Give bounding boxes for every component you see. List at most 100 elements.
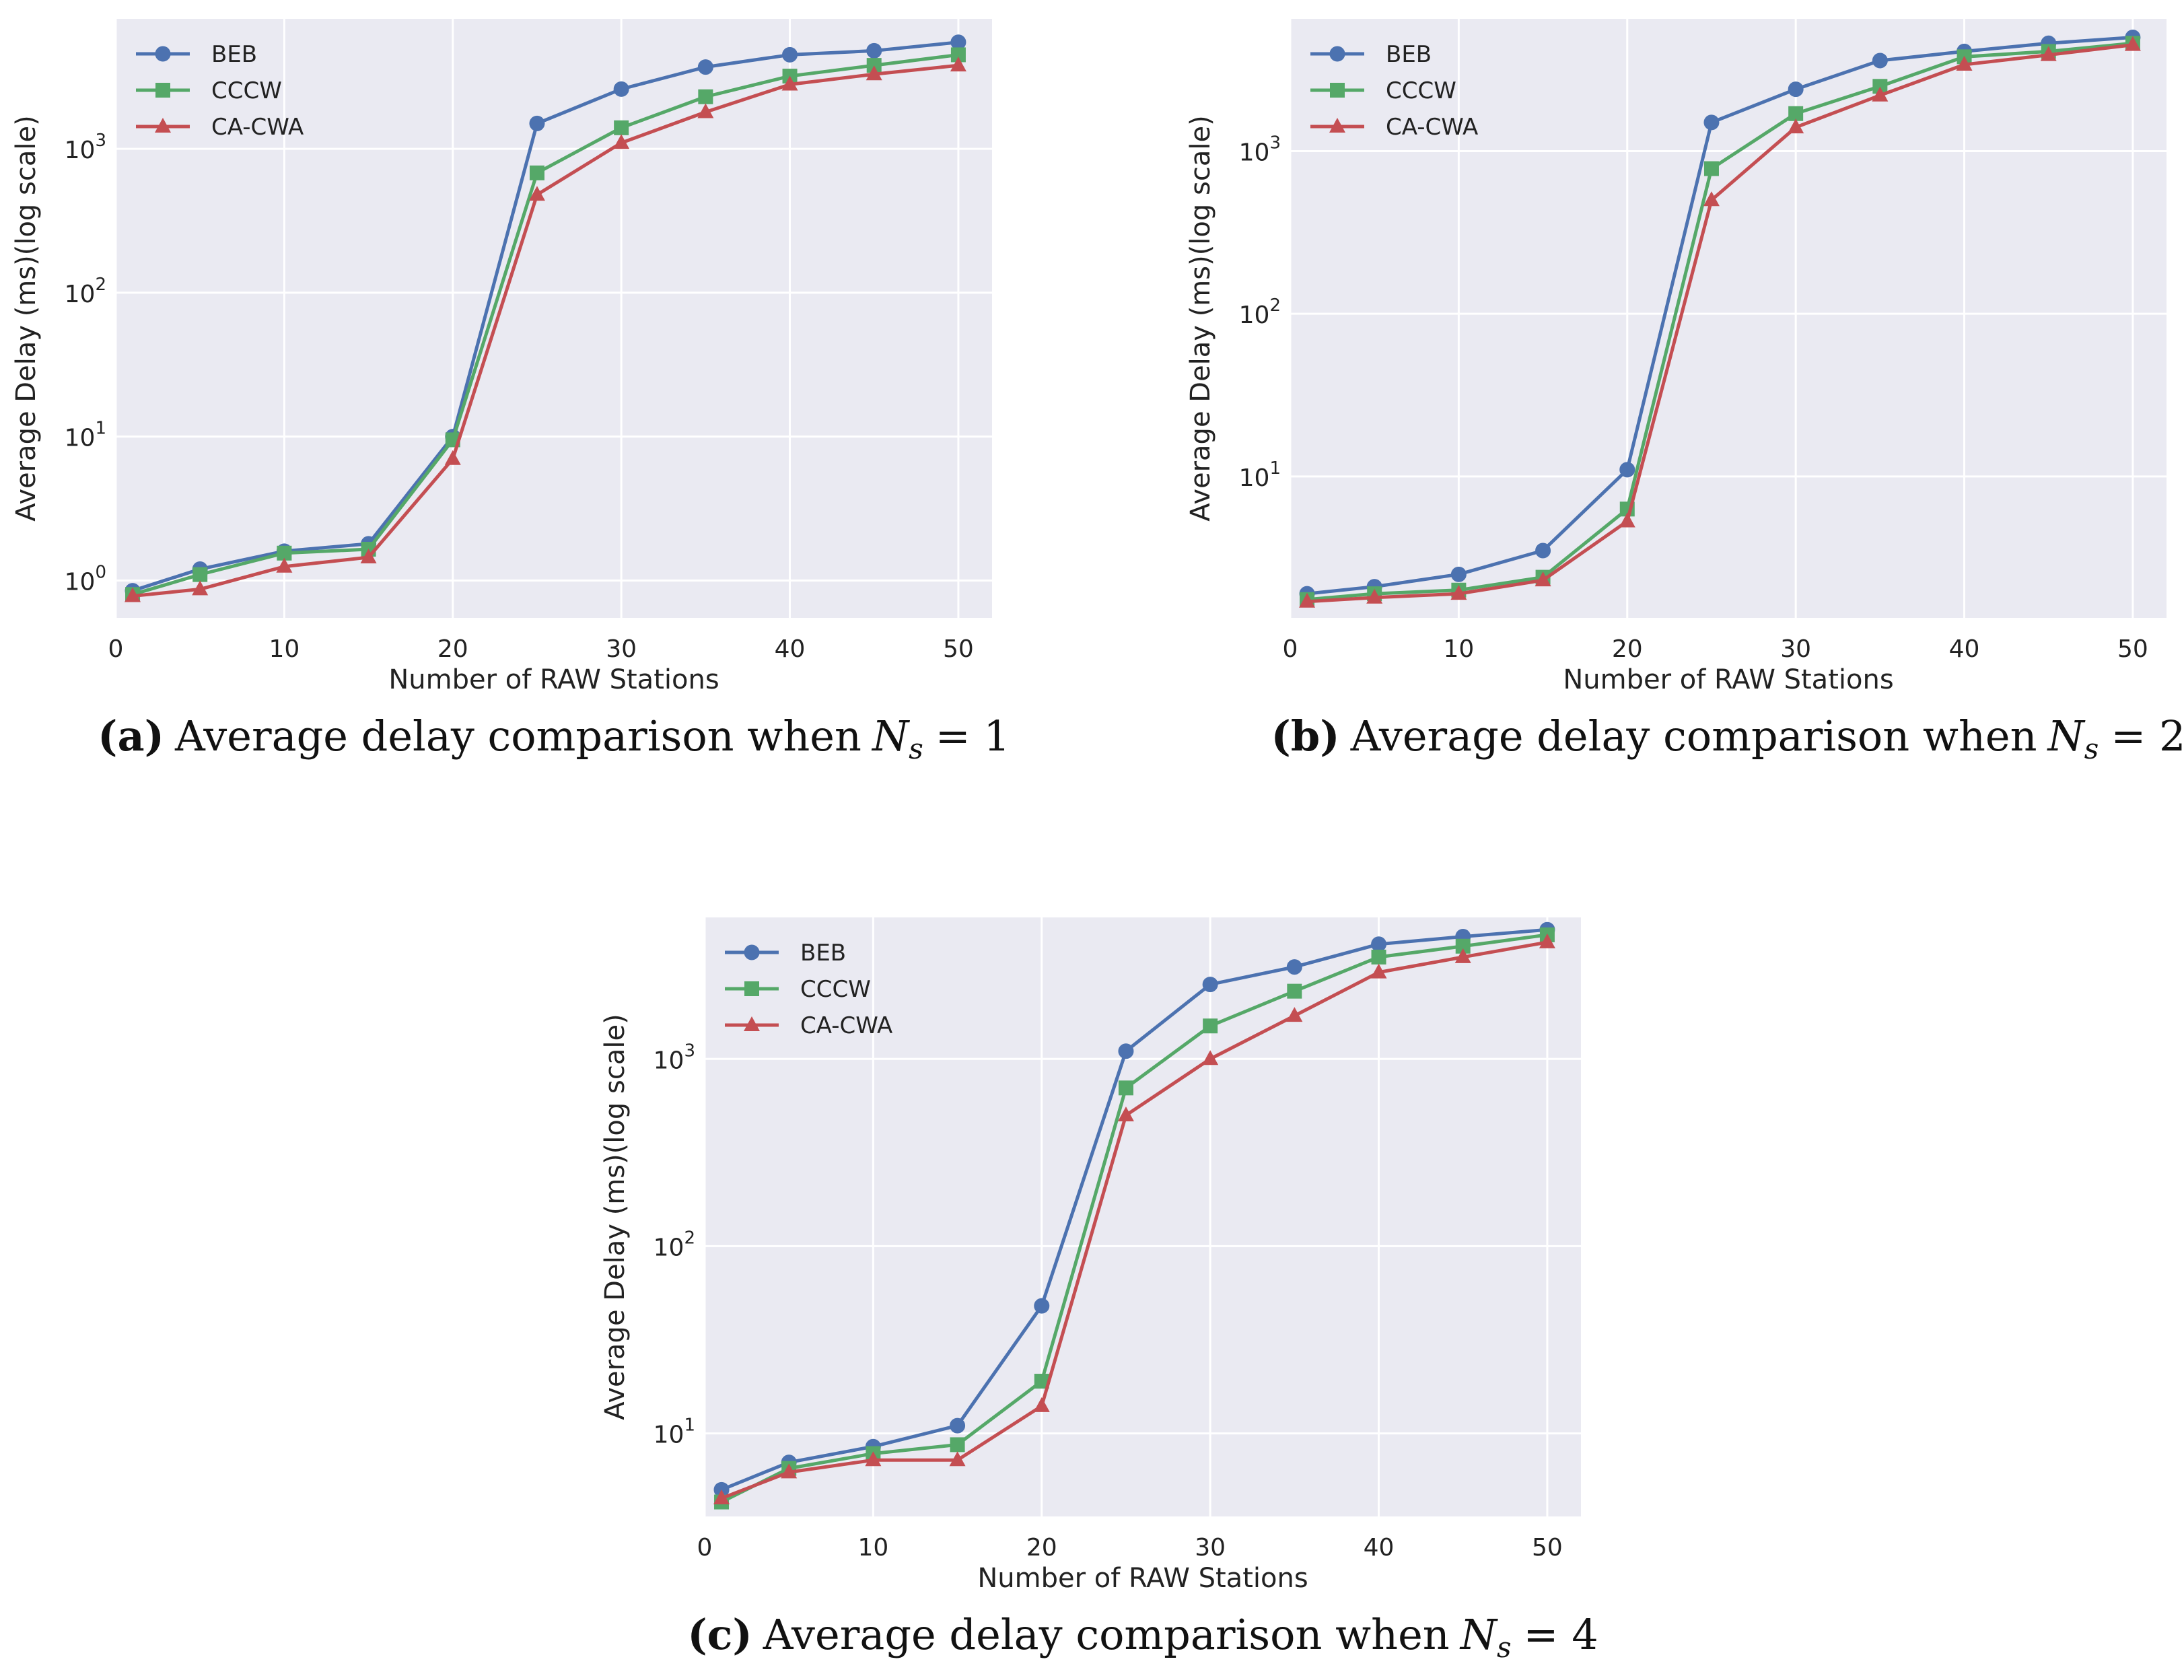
data-point — [1703, 161, 1719, 176]
data-point — [1366, 588, 1383, 604]
y-tick-label: 103 — [65, 131, 106, 164]
data-point — [1535, 542, 1551, 559]
y-tick-exponent: 1 — [95, 419, 106, 439]
y-tick-label: 100 — [65, 562, 106, 596]
data-point — [277, 545, 292, 561]
plot-area — [1290, 19, 2167, 618]
data-point — [698, 89, 713, 104]
y-tick-exponent: 3 — [1269, 133, 1281, 153]
data-point — [1788, 106, 1804, 121]
data-point — [1539, 933, 1555, 948]
legend-marker — [155, 46, 171, 62]
legend-marker — [155, 118, 171, 133]
data-point — [1788, 118, 1804, 134]
y-tick-exponent: 1 — [1269, 458, 1281, 479]
data-point — [276, 557, 293, 573]
data-point — [1033, 1397, 1050, 1412]
data-point — [1370, 963, 1387, 979]
y-tick-base: 10 — [654, 1234, 684, 1261]
y-tick-base: 10 — [654, 1422, 684, 1449]
x-tick-label: 20 — [1026, 1534, 1057, 1562]
x-axis-label: Number of RAW Stations — [388, 664, 719, 695]
data-point — [1371, 936, 1387, 952]
y-tick-label: 101 — [65, 419, 106, 452]
data-point — [1034, 1298, 1050, 1314]
data-point — [781, 75, 798, 91]
data-point — [1535, 571, 1551, 587]
data-point — [950, 1418, 966, 1434]
legend: BEB CCCW CA-CWA — [136, 41, 304, 141]
data-point — [1872, 86, 1889, 102]
legend-marker — [744, 1016, 760, 1031]
x-tick-label: 20 — [1612, 635, 1643, 663]
x-tick-label: 30 — [606, 635, 637, 663]
data-point — [1286, 959, 1302, 975]
data-point — [782, 46, 798, 63]
x-tick-label: 30 — [1195, 1534, 1226, 1562]
legend-marker — [1329, 118, 1345, 133]
x-tick-label: 10 — [1443, 635, 1474, 663]
data-point — [1118, 1043, 1134, 1059]
legend-label: CA-CWA — [1386, 114, 1478, 141]
series-ca-cwa — [125, 57, 966, 602]
data-point — [1619, 512, 1635, 528]
data-point — [1619, 462, 1635, 478]
legend-label: CCCW — [1386, 77, 1456, 104]
data-point — [529, 115, 545, 131]
legend: BEB CCCW CA-CWA — [1310, 41, 1478, 141]
y-tick-exponent: 3 — [95, 131, 106, 151]
data-point — [866, 65, 882, 81]
series-cccw — [125, 47, 966, 602]
series-ca-cwa — [713, 933, 1555, 1505]
data-point — [1872, 79, 1888, 94]
y-axis-label: Average Delay (ms)(log scale) — [11, 115, 42, 521]
legend-label: CA-CWA — [800, 1012, 892, 1039]
y-tick-label: 102 — [654, 1228, 695, 1261]
x-tick-label: 20 — [437, 635, 468, 663]
x-tick-label: 50 — [2117, 635, 2148, 663]
data-point — [2040, 46, 2057, 61]
data-point — [697, 103, 714, 118]
data-point — [949, 1451, 966, 1467]
data-point — [1299, 592, 1316, 608]
data-point — [613, 81, 629, 97]
subfigure-caption: (b) Average delay comparison when Ns = 2 — [1271, 711, 2184, 765]
data-point — [1450, 566, 1467, 582]
legend-label: BEB — [800, 940, 846, 967]
data-point — [1202, 977, 1218, 993]
legend-label: CCCW — [800, 976, 871, 1003]
data-point — [1872, 53, 1888, 69]
data-point — [1202, 1050, 1219, 1065]
y-tick-base: 10 — [1239, 139, 1270, 166]
data-point — [528, 186, 545, 201]
x-axis-label: Number of RAW Stations — [977, 1563, 1308, 1594]
subfigure-caption: (a) Average delay comparison when Ns = 1 — [98, 711, 1010, 765]
y-tick-label: 102 — [1239, 295, 1281, 329]
legend: BEB CCCW CA-CWA — [725, 940, 892, 1039]
caption-tag: (b) — [1271, 711, 1340, 761]
data-point — [866, 42, 882, 59]
y-tick-label: 103 — [1239, 133, 1281, 166]
x-tick-label: 40 — [775, 635, 806, 663]
subfigure-caption: (c) Average delay comparison when Ns = 4 — [687, 1610, 1598, 1664]
x-axis-label: Number of RAW Stations — [1563, 664, 1893, 695]
data-point — [1371, 949, 1386, 965]
y-tick-label: 102 — [65, 275, 106, 308]
legend-marker — [1330, 83, 1345, 98]
data-point — [125, 587, 141, 602]
y-tick-exponent: 2 — [684, 1228, 695, 1248]
caption-tag: (a) — [98, 711, 164, 761]
x-tick-label: 40 — [1364, 1534, 1395, 1562]
x-tick-label: 10 — [269, 635, 300, 663]
data-point — [950, 1437, 965, 1452]
y-tick-label: 101 — [1239, 458, 1281, 492]
legend-marker — [155, 83, 170, 98]
data-point — [950, 57, 966, 72]
data-point — [1788, 81, 1804, 98]
y-tick-base: 10 — [65, 281, 96, 308]
data-point — [950, 47, 966, 63]
